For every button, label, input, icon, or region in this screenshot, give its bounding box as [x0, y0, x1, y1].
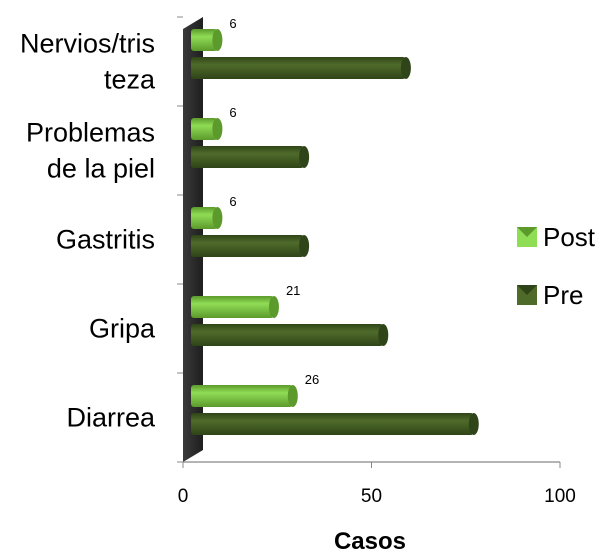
category-labels: Nervios/tris teza Problemas de la piel Gastr…: [20, 29, 156, 433]
x-tick-label: 0: [178, 486, 189, 507]
data-label: 21: [286, 283, 300, 298]
category-label: Gastritis: [56, 225, 155, 255]
category-label: Gripa: [89, 314, 156, 344]
bar-cap: [212, 118, 223, 140]
bar-post: [191, 385, 293, 407]
bar-cap: [212, 207, 223, 229]
bar-cap: [287, 385, 298, 407]
bar-post: [191, 118, 218, 140]
data-labels: 6 6 6 21 26: [229, 16, 319, 387]
bar-pre: [191, 235, 305, 257]
bar-cap: [212, 29, 223, 51]
category-label: Nervios/tris: [20, 29, 155, 59]
bar-pre: [191, 413, 474, 435]
legend-swatch-shade: [517, 285, 537, 295]
category-label: teza: [104, 65, 156, 95]
bars: [191, 29, 479, 435]
bar-pre: [191, 324, 384, 346]
legend-label-pre: Pre: [543, 280, 583, 310]
x-axis-title: Casos: [334, 528, 406, 555]
bar-cap: [299, 146, 310, 168]
legend-swatch-shade: [517, 227, 537, 237]
bar-post: [191, 207, 218, 229]
legend: Post Pre: [517, 222, 596, 310]
data-label: 6: [229, 105, 236, 120]
bar-post: [191, 29, 218, 51]
bar-cap: [468, 413, 479, 435]
data-label: 6: [229, 16, 236, 31]
x-tick-label: 100: [544, 486, 576, 507]
category-label: Diarrea: [66, 403, 156, 433]
category-label: Problemas: [26, 118, 155, 148]
bar-cap: [378, 324, 389, 346]
bar-cap: [268, 296, 279, 318]
category-label: de la piel: [47, 154, 155, 184]
legend-label-post: Post: [543, 222, 596, 252]
data-label: 26: [305, 372, 319, 387]
bar-pre: [191, 146, 305, 168]
bar-pre: [191, 57, 406, 79]
bar-cap: [400, 57, 411, 79]
x-axis: 0 50 100: [177, 16, 576, 507]
bar-post: [191, 296, 274, 318]
x-tick-label: 50: [361, 486, 382, 507]
bar-cap: [299, 235, 310, 257]
data-label: 6: [229, 194, 236, 209]
